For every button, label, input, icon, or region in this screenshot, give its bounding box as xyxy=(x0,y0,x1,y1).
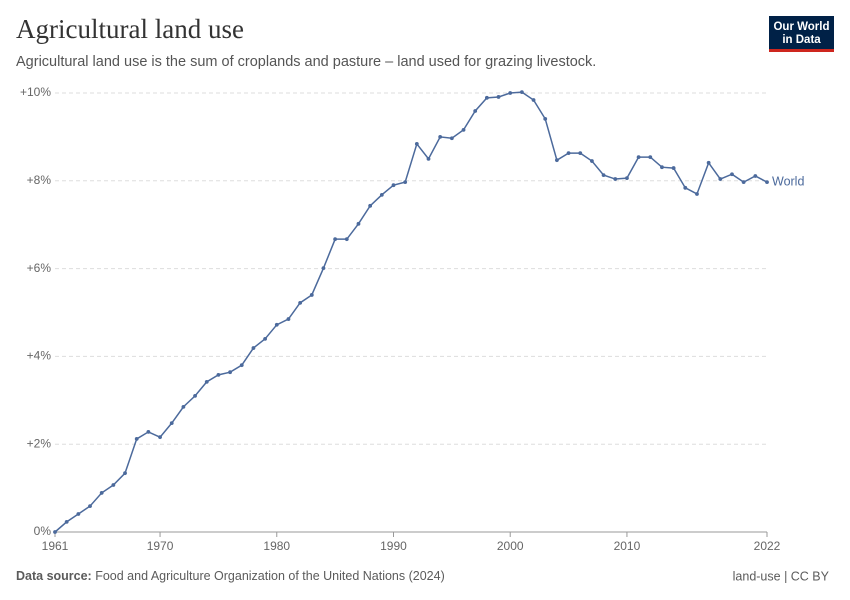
footer-license[interactable]: land-use | CC BY xyxy=(733,569,830,583)
data-point xyxy=(263,336,267,341)
data-point xyxy=(123,471,127,476)
data-point xyxy=(333,237,338,242)
data-point xyxy=(99,491,104,495)
logo[interactable]: Our World in Data xyxy=(769,16,834,52)
data-point xyxy=(193,394,197,398)
data-point xyxy=(496,95,501,99)
data-point xyxy=(134,437,139,441)
data-point xyxy=(508,91,513,95)
data-point xyxy=(239,363,244,368)
data-point xyxy=(53,530,57,534)
footer-source: Data source: Food and Agriculture Organi… xyxy=(16,569,445,583)
y-tick-label: +6% xyxy=(27,261,52,275)
data-point xyxy=(601,173,606,177)
data-point xyxy=(356,221,361,226)
data-point xyxy=(718,177,723,181)
y-tick-label: +8% xyxy=(27,173,52,187)
data-point xyxy=(146,430,151,434)
source-text: Food and Agriculture Organization of the… xyxy=(95,569,445,583)
data-point xyxy=(741,180,746,185)
data-point xyxy=(566,151,571,156)
data-point xyxy=(461,127,466,132)
data-point xyxy=(543,117,548,121)
data-point xyxy=(274,322,279,327)
data-point xyxy=(671,166,676,170)
x-tick-label: 1980 xyxy=(263,539,290,553)
data-point xyxy=(204,379,209,384)
data-point xyxy=(683,185,688,190)
data-point xyxy=(473,109,478,113)
data-point xyxy=(438,135,443,139)
data-point xyxy=(449,136,454,141)
data-point xyxy=(391,183,396,188)
x-tick-label: 1990 xyxy=(380,539,407,553)
logo-text: in Data xyxy=(782,34,821,46)
data-point xyxy=(88,504,92,508)
data-point xyxy=(298,300,303,305)
data-point xyxy=(64,520,69,524)
data-point xyxy=(695,192,699,196)
data-point xyxy=(181,404,186,409)
data-point xyxy=(379,192,384,197)
data-point xyxy=(251,346,256,350)
x-tick-label: 2000 xyxy=(497,539,524,553)
x-tick-label: 2022 xyxy=(754,539,781,553)
logo-text: Our World xyxy=(773,21,829,33)
data-point xyxy=(555,158,559,163)
data-point xyxy=(648,155,653,159)
data-point xyxy=(403,180,408,185)
data-point xyxy=(158,435,162,440)
data-point xyxy=(76,512,81,516)
data-point xyxy=(765,180,769,185)
data-point xyxy=(531,98,536,102)
data-point xyxy=(228,370,232,375)
chart-subtitle: Agricultural land use is the sum of crop… xyxy=(16,54,596,70)
data-point xyxy=(613,177,618,181)
x-tick-label: 2010 xyxy=(614,539,641,553)
data-point xyxy=(625,176,629,181)
data-point xyxy=(730,172,734,177)
data-point xyxy=(321,266,326,271)
x-tick-label: 1970 xyxy=(147,539,174,553)
chart-title: Agricultural land use xyxy=(16,14,244,44)
data-point xyxy=(216,372,221,377)
series-label: World xyxy=(772,174,804,188)
logo-underline xyxy=(769,49,834,52)
source-label: Data source: xyxy=(16,569,92,583)
data-point xyxy=(414,142,419,146)
data-point xyxy=(706,160,711,165)
data-point xyxy=(636,155,641,159)
data-point xyxy=(286,317,291,321)
data-point xyxy=(484,95,489,100)
data-point xyxy=(344,237,349,242)
y-tick-label: +4% xyxy=(27,349,52,363)
data-point xyxy=(111,483,116,487)
y-tick-label: +10% xyxy=(20,85,51,99)
data-point xyxy=(519,90,524,95)
y-tick-label: +2% xyxy=(27,436,52,450)
data-point xyxy=(753,174,758,178)
data-point xyxy=(590,159,594,163)
data-point xyxy=(426,156,431,161)
data-point xyxy=(169,421,174,426)
logo-box xyxy=(769,16,834,50)
y-tick-label: 0% xyxy=(34,524,52,538)
data-point xyxy=(368,203,373,208)
x-tick-label: 1961 xyxy=(42,539,69,553)
data-point xyxy=(578,151,583,156)
data-point xyxy=(660,165,664,170)
data-point xyxy=(309,293,314,297)
series-line xyxy=(54,91,768,533)
